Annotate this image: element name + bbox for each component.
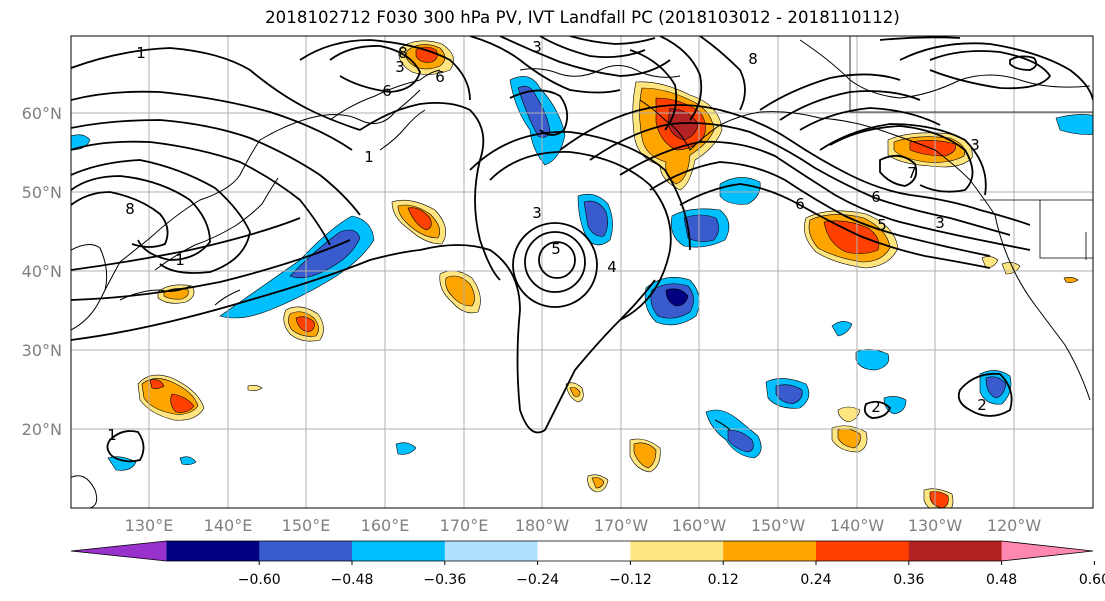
longitude-label: 130°E [125, 516, 174, 535]
map-frame [70, 35, 1094, 509]
pos-anomaly [837, 406, 861, 423]
longitude-label: 170°W [594, 516, 649, 535]
colorbar-segment [259, 541, 353, 561]
neg-anomaly [985, 376, 1007, 399]
longitude-label: 160°W [672, 516, 727, 535]
pos-anomaly [247, 385, 263, 391]
longitude-label: 180°W [515, 516, 570, 535]
colorbar-segment [816, 541, 910, 561]
pos-anomaly [633, 442, 657, 469]
colorbar-segment [630, 541, 724, 561]
latitude-label: 30°N [22, 341, 62, 360]
pos-anomaly [569, 387, 581, 397]
colorbar-tick-label: −0.36 [423, 572, 466, 588]
colorbar-tick-label: −0.60 [238, 572, 281, 588]
political-borders [849, 36, 1093, 260]
colorbar-segment [908, 541, 1003, 561]
contour-label: 7 [907, 164, 917, 182]
neg-anomaly [1055, 114, 1093, 135]
pos-anomaly [415, 46, 438, 63]
colorbar-tick-label: 0.12 [708, 572, 739, 588]
latitude-label: 50°N [22, 183, 62, 202]
longitude-label: 120°W [987, 516, 1042, 535]
contour-label: 3 [970, 136, 980, 154]
contour-label: 8 [748, 50, 758, 68]
contour-label: 8 [398, 44, 408, 62]
latitude-labels: 60°N 50°N 40°N 30°N 20°N [22, 104, 62, 439]
colorbar-segment [444, 541, 539, 561]
colorbar-tick-labels: −0.60 −0.48 −0.36 −0.24 −0.12 0.12 0.24 0.36 0.4… [238, 561, 1105, 588]
contour-label: 1 [364, 148, 374, 166]
pos-anomaly [149, 379, 165, 389]
contour-label: 6 [795, 195, 805, 213]
pos-anomaly [445, 275, 475, 307]
contour-label: 1 [175, 251, 185, 269]
neg-anomaly [665, 288, 689, 307]
colorbar-tick-label: −0.48 [331, 572, 374, 588]
contour-label: 1 [136, 44, 146, 62]
pos-anomaly [1063, 277, 1079, 283]
contour-label: 6 [382, 82, 392, 100]
pos-anomaly [591, 477, 605, 489]
contour-label: 3 [935, 214, 945, 232]
longitude-label: 140°W [830, 516, 885, 535]
neg-anomaly [583, 200, 608, 237]
neg-anomaly [719, 177, 761, 205]
longitude-label: 150°W [751, 516, 806, 535]
contour-label: 3 [395, 58, 405, 76]
contour-label: 6 [871, 188, 881, 206]
contour-label: 3 [532, 38, 542, 56]
graticule [71, 36, 1093, 508]
neg-anomaly [107, 456, 137, 471]
neg-anomaly [831, 321, 853, 337]
colorbar-tick-label: −0.24 [516, 572, 559, 588]
colorbar-tick-label: 0.24 [800, 572, 831, 588]
contour-label: 2 [977, 396, 987, 414]
longitude-label: 140°E [204, 516, 253, 535]
contour-label: 8 [125, 200, 135, 218]
contour-label: 5 [551, 240, 561, 258]
neg-anomaly [179, 456, 197, 465]
latitude-label: 20°N [22, 420, 62, 439]
neg-anomaly [727, 429, 754, 453]
colorbar-segment [352, 541, 446, 561]
longitude-label: 150°E [282, 516, 331, 535]
pos-anomaly [407, 207, 432, 231]
pos-anomaly [170, 393, 195, 413]
figure-title: 2018102712 F030 300 hPa PV, IVT Landfall… [265, 8, 900, 27]
latitude-label: 40°N [22, 262, 62, 281]
colorbar-tick-label: −0.12 [609, 572, 652, 588]
contour-label: 2 [871, 398, 881, 416]
neg-anomaly [683, 214, 719, 242]
colorbar-segment [723, 541, 817, 561]
contour-label: 6 [435, 68, 445, 86]
longitude-labels: 130°E 140°E 150°E 160°E 170°E 180°W 170°W 160°W… [125, 516, 1042, 535]
contour-label: 4 [607, 258, 617, 276]
neg-anomaly [775, 384, 803, 405]
neg-anomaly [395, 442, 417, 455]
colorbar-segment [537, 541, 631, 561]
colorbar [70, 540, 1094, 562]
longitude-label: 170°E [440, 516, 489, 535]
colorbar-extend-high [1001, 541, 1093, 561]
map-area [71, 36, 1093, 508]
colorbar-tick-label: 0.36 [893, 572, 924, 588]
contour-label: 5 [877, 216, 887, 234]
colorbar-extend-low [71, 541, 167, 561]
contour-label: 3 [532, 204, 542, 222]
pos-anomaly [823, 220, 880, 254]
colorbar-segment [166, 541, 260, 561]
ivt-contours [71, 36, 1093, 463]
longitude-label: 160°E [361, 516, 410, 535]
latitude-label: 60°N [22, 104, 62, 123]
colorbar-tick-label: 0.48 [986, 572, 1017, 588]
neg-anomaly [289, 229, 361, 279]
longitude-label: 130°W [908, 516, 963, 535]
contour-label: 1 [107, 426, 117, 444]
colorbar-tick-label: 0.60 [1079, 572, 1105, 588]
